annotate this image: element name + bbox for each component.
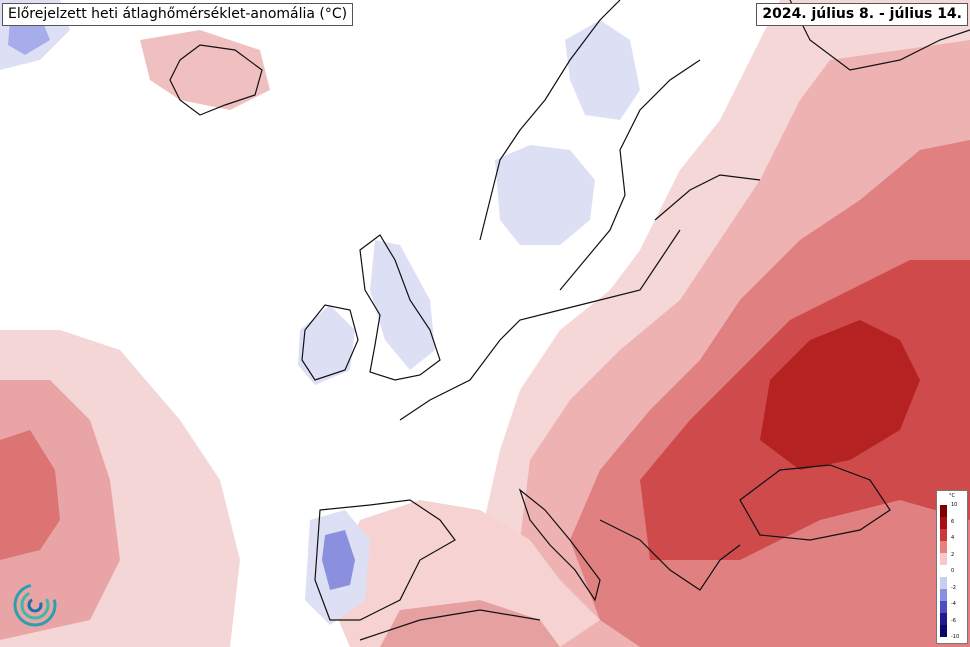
cool-north-sea xyxy=(565,20,640,120)
coast-britain xyxy=(359,234,441,381)
coast-italy xyxy=(518,488,601,602)
warm-atlantic-core xyxy=(0,430,60,560)
legend-swatch xyxy=(940,517,947,530)
legend-swatch xyxy=(940,613,947,626)
legend-swatch xyxy=(940,577,947,590)
legend-swatch xyxy=(940,553,947,566)
coast-iceland xyxy=(169,44,263,116)
legend-tick-label: -6 xyxy=(951,617,956,624)
legend-tick-label: 4 xyxy=(951,535,955,541)
legend-tick-label: -10 xyxy=(951,634,960,640)
coast-sweden xyxy=(559,59,701,291)
legend-tick-label: -2 xyxy=(951,584,956,591)
legend-tick-label: -4 xyxy=(951,601,956,607)
organization-logo xyxy=(13,583,57,627)
coast-russia-north xyxy=(789,0,970,71)
coast-continent xyxy=(399,229,681,421)
warm-mediterranean xyxy=(330,500,600,647)
warm-layer-max xyxy=(760,320,920,470)
legend-swatch xyxy=(940,601,947,614)
legend-swatch xyxy=(940,529,947,542)
legend-tick-label: 2 xyxy=(951,551,955,558)
legend-tick-label: 0 xyxy=(951,568,955,574)
cool-ireland xyxy=(298,305,355,385)
coast-finland xyxy=(654,174,761,221)
cool-britain xyxy=(370,240,435,370)
legend-swatch xyxy=(940,541,947,554)
legend-color-bar xyxy=(940,505,947,637)
warm-north-africa xyxy=(380,600,560,647)
legend-swatch xyxy=(940,565,947,578)
legend-swatch xyxy=(940,589,947,602)
coast-north-africa xyxy=(359,609,541,641)
cool-iberia-core xyxy=(322,530,355,590)
map-title: Előrejelzett heti átlaghőmérséklet-anomá… xyxy=(2,3,354,26)
cool-scandinavia xyxy=(495,145,595,245)
color-legend: °C 10 6 4 2 0 -2 -4 -6 -10 xyxy=(936,490,968,644)
cool-anomaly-fields xyxy=(0,0,640,625)
legend-tick-label: 10 xyxy=(951,502,958,508)
coast-iberia xyxy=(314,499,456,621)
coast-scandinavia xyxy=(479,0,621,241)
legend-swatch xyxy=(940,625,947,637)
coastlines xyxy=(169,0,970,641)
coast-ireland xyxy=(301,304,359,381)
coast-black-sea xyxy=(739,464,891,541)
legend-tick-label: 6 xyxy=(951,518,955,525)
legend-swatch xyxy=(940,505,947,518)
coast-balkans xyxy=(599,519,741,591)
date-range: 2024. július 8. - július 14. xyxy=(756,3,968,26)
legend-unit: °C xyxy=(949,493,955,499)
warm-iceland xyxy=(140,30,270,110)
